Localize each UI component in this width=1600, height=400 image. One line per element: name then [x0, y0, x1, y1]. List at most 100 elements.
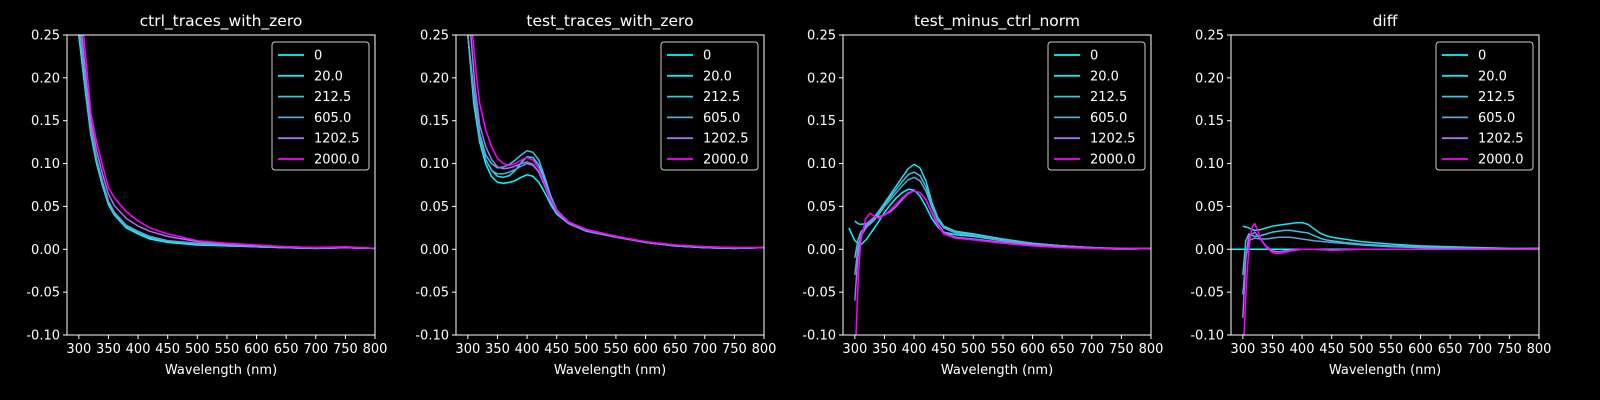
x-tick-label: 700 — [1467, 342, 1492, 357]
y-tick-label: 0.05 — [1195, 200, 1224, 215]
chart-panel-3: 300 350 400 450 500 550 600 650 700 750 800 -0.10 -0… — [802, 12, 1163, 378]
x-tick-label: 500 — [574, 342, 599, 357]
series-line-2000.0 — [1243, 222, 1539, 335]
legend-label: 0 — [703, 49, 711, 64]
x-tick-label: 450 — [544, 342, 569, 357]
x-tick-label: 350 — [1260, 342, 1285, 357]
chart-title: test_minus_ctrl_norm — [914, 12, 1080, 31]
legend-label: 1202.5 — [1090, 132, 1136, 147]
legend-label: 605.0 — [703, 111, 740, 126]
y-tick-label: 0.25 — [807, 29, 836, 44]
axes-frame — [66, 34, 376, 336]
y-tick-label: -0.05 — [802, 286, 836, 301]
legend-label: 2000.0 — [314, 153, 360, 168]
legend: 0 20.0 212.5 605.0 1202.5 2000.0 — [1435, 41, 1534, 171]
x-tick-label: 550 — [604, 342, 629, 357]
series-line-605.0 — [854, 176, 1151, 276]
legend-label: 20.0 — [1090, 69, 1119, 84]
x-tick-label: 800 — [363, 342, 388, 357]
axes-frame — [842, 34, 1152, 336]
legend-label: 605.0 — [1090, 111, 1127, 126]
y-tick-label: 0.25 — [420, 29, 449, 44]
x-tick-label: 400 — [902, 342, 927, 357]
x-tick-label: 500 — [961, 342, 986, 357]
y-tick-label: -0.10 — [1190, 329, 1224, 344]
series-line-2000.0 — [855, 190, 1151, 335]
x-tick-label: 700 — [1079, 342, 1104, 357]
y-tick-label: 0.00 — [420, 243, 449, 258]
legend-label: 212.5 — [1090, 90, 1127, 105]
data-lines — [848, 163, 1151, 335]
axes-frame — [455, 34, 765, 336]
y-tick-label: -0.10 — [26, 329, 60, 344]
chart-title: ctrl_traces_with_zero — [140, 12, 303, 31]
x-axis-label: Wavelength (nm) — [165, 363, 277, 378]
legend-label: 20.0 — [703, 69, 732, 84]
legend-label: 212.5 — [703, 90, 740, 105]
x-axis-label: Wavelength (nm) — [941, 363, 1053, 378]
y-tick-label: -0.10 — [415, 329, 449, 344]
series-line-2000.0 — [82, 35, 375, 250]
x-tick-label: 300 — [66, 342, 91, 357]
legend-label: 1202.5 — [314, 132, 360, 147]
legend-label: 2000.0 — [1090, 153, 1136, 168]
data-lines — [467, 35, 764, 250]
y-tick-label: -0.10 — [802, 329, 836, 344]
x-tick-label: 600 — [244, 342, 269, 357]
x-axis-label: Wavelength (nm) — [554, 363, 666, 378]
legend-label: 212.5 — [314, 90, 351, 105]
x-tick-label: 300 — [1230, 342, 1255, 357]
y-tick-label: 0.20 — [1195, 71, 1224, 86]
y-tick-label: 0.00 — [1195, 243, 1224, 258]
y-tick-label: 0.15 — [1195, 114, 1224, 129]
legend: 0 20.0 212.5 605.0 1202.5 2000.0 — [1047, 41, 1146, 171]
x-tick-label: 550 — [1379, 342, 1404, 357]
x-tick-label: 600 — [1408, 342, 1433, 357]
y-tick-label: 0.20 — [420, 71, 449, 86]
y-tick-label: -0.05 — [26, 286, 60, 301]
legend-label: 0 — [1478, 49, 1486, 64]
x-axis-label: Wavelength (nm) — [1329, 363, 1441, 378]
series-line-605.0 — [79, 35, 375, 250]
x-tick-label: 650 — [1050, 342, 1075, 357]
x-tick-label: 300 — [842, 342, 867, 357]
x-tick-label: 350 — [96, 342, 121, 357]
legend-label: 2000.0 — [1478, 153, 1524, 168]
x-tick-label: 300 — [455, 342, 480, 357]
y-tick-label: 0.25 — [31, 29, 60, 44]
chart-panel-4: 300 350 400 450 500 550 600 650 700 750 800 -0.10 -0… — [1190, 12, 1551, 378]
x-tick-label: 400 — [126, 342, 151, 357]
y-tick-label: 0.20 — [807, 71, 836, 86]
x-tick-label: 600 — [1020, 342, 1045, 357]
series-line-20.0 — [1242, 221, 1539, 250]
y-tick-label: 0.20 — [31, 71, 60, 86]
legend: 0 20.0 212.5 605.0 1202.5 2000.0 — [660, 41, 759, 171]
y-tick-label: 0.10 — [1195, 157, 1224, 172]
series-line-605.0 — [1242, 236, 1539, 295]
y-tick-label: 0.00 — [807, 243, 836, 258]
y-tick-label: 0.15 — [420, 114, 449, 129]
x-tick-label: 450 — [1319, 342, 1344, 357]
series-line-212.5 — [1242, 229, 1539, 276]
x-tick-label: 650 — [663, 342, 688, 357]
legend-label: 605.0 — [1478, 111, 1515, 126]
x-tick-label: 750 — [722, 342, 747, 357]
data-lines — [1231, 221, 1539, 335]
x-tick-label: 600 — [633, 342, 658, 357]
legend-label: 20.0 — [1478, 69, 1507, 84]
x-tick-label: 500 — [1349, 342, 1374, 357]
x-tick-label: 750 — [1497, 342, 1522, 357]
data-lines — [78, 35, 375, 250]
y-tick-label: 0.25 — [1195, 29, 1224, 44]
y-tick-label: 0.05 — [807, 200, 836, 215]
x-tick-label: 450 — [155, 342, 180, 357]
series-line-2000.0 — [471, 35, 764, 249]
x-tick-label: 550 — [215, 342, 240, 357]
x-tick-label: 800 — [1527, 342, 1552, 357]
legend-label: 1202.5 — [1478, 132, 1524, 147]
x-tick-label: 800 — [752, 342, 777, 357]
legend-label: 0 — [1090, 49, 1098, 64]
legend-label: 0 — [314, 49, 322, 64]
